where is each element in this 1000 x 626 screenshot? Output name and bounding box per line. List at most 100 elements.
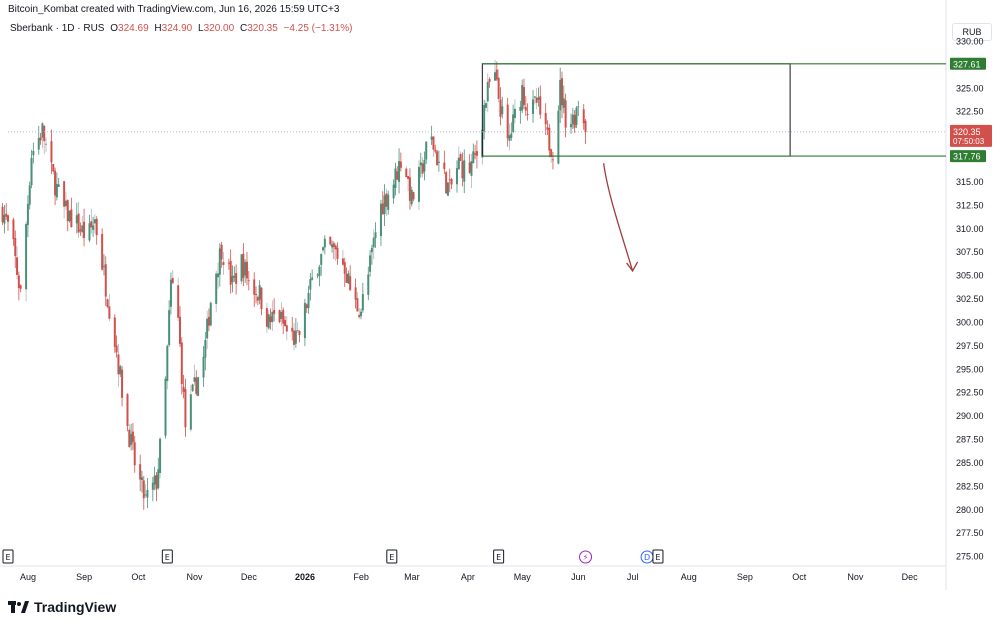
candle-body <box>291 327 294 332</box>
candle-body <box>19 285 22 289</box>
event-marker[interactable]: E <box>2 549 14 564</box>
candle-body <box>144 494 147 496</box>
candle-body <box>151 482 154 490</box>
event-marker-glyph: E <box>496 553 501 562</box>
candle-body <box>407 176 410 179</box>
price-chart[interactable]: 330.00327.50325.00322.50320.00317.50315.… <box>0 0 1000 590</box>
bar-countdown: 07:50:03 <box>953 137 985 146</box>
candle-body <box>92 225 95 230</box>
candle-body <box>142 480 145 499</box>
candle-body <box>217 273 220 278</box>
x-tick-label: Dec <box>902 572 919 582</box>
candle-body <box>128 429 131 447</box>
candle-body <box>354 287 357 300</box>
candle-body <box>88 223 91 241</box>
event-marker[interactable]: D <box>640 550 654 564</box>
event-marker[interactable]: E <box>386 549 398 564</box>
candle-body <box>575 107 578 125</box>
candle-body <box>269 316 272 323</box>
level-label-bg <box>950 57 986 70</box>
event-marker[interactable]: E <box>161 549 173 564</box>
candle-body <box>405 168 408 178</box>
event-marker[interactable]: ⚡ <box>579 550 593 564</box>
candle-body <box>461 161 464 179</box>
candle-body <box>220 244 223 260</box>
candle-body <box>197 377 200 396</box>
candle-body <box>57 184 60 187</box>
candle-body <box>278 310 281 322</box>
symbol-name[interactable]: Sberbank · 1D · RUS <box>10 23 105 34</box>
event-marker-glyph: E <box>655 553 660 562</box>
event-marker[interactable]: E <box>493 549 505 564</box>
candle-body <box>28 185 31 205</box>
open-value: 324.69 <box>118 23 149 34</box>
range-box <box>481 63 791 157</box>
candle-body <box>472 151 475 164</box>
current-price-label-bg <box>950 124 992 147</box>
currency-button[interactable]: RUB <box>952 23 992 41</box>
candle-body <box>367 274 370 295</box>
candle-body <box>204 340 207 358</box>
candle-body <box>206 318 209 339</box>
y-tick-label: 325.00 <box>956 83 984 93</box>
y-tick-label: 312.50 <box>956 200 984 210</box>
candle-body <box>345 274 348 283</box>
y-tick-label: 290.00 <box>956 411 984 421</box>
candle-body <box>146 490 149 498</box>
candle-body <box>539 96 542 115</box>
candle-body <box>560 78 563 106</box>
candle-body <box>521 85 524 111</box>
y-tick-label: 292.50 <box>956 388 984 398</box>
candle-body <box>247 280 250 282</box>
candle-body <box>322 247 325 251</box>
earnings-icon <box>493 549 505 564</box>
candle-body <box>307 292 310 309</box>
change-value: −4.25 (−1.31%) <box>283 23 353 34</box>
candle-body <box>445 172 448 194</box>
y-tick-label: 287.50 <box>956 435 984 445</box>
x-tick-label: Aug <box>681 572 697 582</box>
candle-body <box>189 394 192 430</box>
candle-body <box>117 354 120 375</box>
candle-body <box>526 114 529 115</box>
y-tick-label: 275.00 <box>956 552 984 562</box>
candle-body <box>131 431 134 443</box>
news-icon <box>579 550 593 564</box>
candle-body <box>412 192 415 200</box>
candle-body <box>499 99 502 117</box>
y-tick-label: 282.50 <box>956 481 984 491</box>
x-tick-label: Oct <box>792 572 807 582</box>
candle-body <box>358 314 361 318</box>
candle-body <box>394 168 397 188</box>
candle-body <box>119 366 122 375</box>
candle-body <box>570 124 573 128</box>
candle-body <box>195 377 198 394</box>
candle-body <box>50 141 53 163</box>
candle-body <box>432 136 435 150</box>
candle-body <box>513 108 516 119</box>
forecast-arrowhead <box>626 261 639 273</box>
candle-body <box>436 151 439 166</box>
candle-body <box>474 153 477 155</box>
tradingview-logo[interactable]: TradingView <box>8 598 116 616</box>
candle-body <box>486 81 489 102</box>
candle-body <box>443 162 446 170</box>
candle-body <box>139 464 142 480</box>
x-tick-label: Mar <box>404 572 420 582</box>
candle-body <box>218 248 221 275</box>
candle-body <box>93 219 96 224</box>
event-marker[interactable]: E <box>652 549 664 564</box>
candle-body <box>5 213 8 217</box>
event-marker-glyph: D <box>644 553 650 562</box>
candle-body <box>294 330 297 344</box>
candle-body <box>533 96 536 98</box>
forecast-arrow <box>602 163 634 272</box>
candle-body <box>70 209 73 228</box>
candle-body <box>311 277 314 280</box>
event-marker-glyph: E <box>165 553 170 562</box>
candle-body <box>320 253 323 265</box>
y-tick-label: 295.00 <box>956 364 984 374</box>
high-label: H <box>154 23 162 34</box>
high-value: 324.90 <box>161 23 193 34</box>
candle-body <box>457 157 460 170</box>
